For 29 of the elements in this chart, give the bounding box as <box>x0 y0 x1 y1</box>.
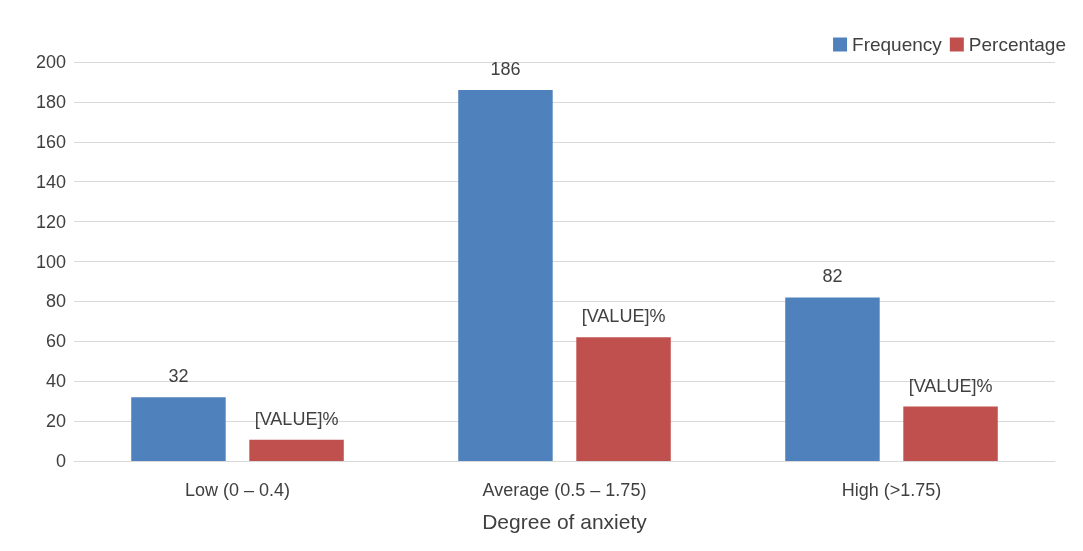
y-tick-label: 100 <box>35 251 66 272</box>
y-tick-label: 160 <box>35 131 66 152</box>
x-tick-label: High (>1.75) <box>841 480 942 500</box>
data-label: [VALUE]% <box>908 375 993 396</box>
bar <box>785 297 880 461</box>
bar <box>249 439 344 461</box>
x-axis-title: Degree of anxiety <box>482 510 648 533</box>
data-label: 32 <box>168 366 189 387</box>
bar <box>576 337 671 461</box>
y-tick-label: 20 <box>45 411 66 432</box>
y-tick-label: 0 <box>55 451 66 471</box>
data-label: 82 <box>822 266 843 287</box>
bar <box>458 89 553 461</box>
y-tick-label: 60 <box>45 331 66 352</box>
legend-label: Percentage <box>968 34 1067 55</box>
y-tick-label: 120 <box>35 211 66 232</box>
bar <box>131 397 226 461</box>
y-tick-label: 200 <box>35 52 66 72</box>
x-tick-label: Low (0 – 0.4) <box>184 480 291 500</box>
x-tick-label: Average (0.5 – 1.75) <box>482 480 647 500</box>
data-label: [VALUE]% <box>254 408 339 429</box>
data-label: [VALUE]% <box>581 306 666 327</box>
y-tick-label: 40 <box>45 371 66 392</box>
data-label: 186 <box>490 58 521 79</box>
legend-label: Frequency <box>852 34 943 55</box>
y-tick-label: 80 <box>45 291 66 312</box>
y-tick-label: 140 <box>35 171 66 192</box>
y-tick-label: 180 <box>35 91 66 112</box>
bar <box>903 406 998 461</box>
